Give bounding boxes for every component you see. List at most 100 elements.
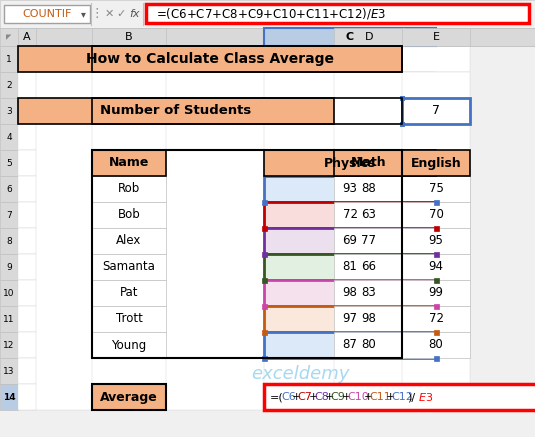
Text: 69: 69 — [342, 235, 357, 247]
Bar — [92, 176, 166, 202]
Text: Math: Math — [351, 156, 387, 170]
Bar — [0, 124, 18, 150]
Bar — [264, 254, 436, 280]
Bar — [92, 280, 166, 306]
Bar — [264, 228, 436, 254]
Bar — [92, 332, 166, 358]
Text: C7: C7 — [297, 392, 312, 402]
Text: 72: 72 — [342, 208, 357, 222]
Bar — [334, 202, 404, 228]
Text: Young: Young — [111, 339, 147, 351]
Text: 94: 94 — [429, 260, 444, 274]
Text: 5: 5 — [6, 159, 12, 167]
Bar — [264, 280, 436, 306]
Bar — [334, 72, 404, 98]
Bar — [264, 280, 436, 306]
Bar — [92, 28, 166, 46]
Text: 1: 1 — [6, 55, 12, 63]
Text: 97: 97 — [342, 312, 357, 326]
Bar — [434, 356, 439, 361]
Bar — [92, 46, 166, 72]
Bar — [18, 28, 36, 46]
Bar — [0, 150, 18, 176]
Text: 66: 66 — [362, 260, 377, 274]
Bar — [334, 150, 404, 176]
Bar — [402, 72, 470, 98]
Bar — [264, 176, 436, 202]
Text: Bob: Bob — [118, 208, 140, 222]
Bar — [92, 98, 402, 124]
Bar — [434, 330, 439, 335]
Bar — [334, 384, 404, 410]
Bar — [264, 254, 436, 280]
Bar — [402, 306, 470, 332]
Bar — [92, 306, 166, 332]
Bar — [334, 254, 404, 280]
Bar — [334, 176, 404, 202]
Text: +: + — [363, 392, 373, 402]
Bar — [92, 150, 166, 176]
Text: B: B — [125, 32, 133, 42]
Text: 14: 14 — [3, 392, 16, 402]
Bar — [18, 384, 36, 410]
Text: exceldemy: exceldemy — [251, 364, 349, 383]
Bar — [262, 356, 267, 361]
Bar — [334, 28, 404, 46]
Bar — [0, 72, 18, 98]
Bar — [264, 332, 436, 358]
Bar — [402, 384, 470, 410]
Text: fx: fx — [130, 9, 140, 19]
Bar — [402, 98, 470, 124]
Text: C6: C6 — [281, 392, 296, 402]
Bar — [402, 150, 470, 176]
Text: C: C — [346, 32, 354, 42]
Bar — [334, 228, 404, 254]
Bar — [402, 332, 470, 358]
Text: 80: 80 — [429, 339, 444, 351]
Bar — [334, 98, 404, 124]
Text: 93: 93 — [342, 183, 357, 195]
Bar — [262, 200, 267, 205]
Bar — [334, 306, 404, 332]
Text: 6: 6 — [6, 184, 12, 194]
Bar — [402, 280, 470, 306]
Bar — [264, 46, 436, 72]
Text: 87: 87 — [342, 339, 357, 351]
Bar — [402, 202, 470, 228]
Bar — [92, 150, 166, 176]
Text: 4: 4 — [6, 132, 12, 142]
Bar — [18, 332, 36, 358]
Bar — [0, 228, 18, 254]
Bar — [18, 202, 36, 228]
Bar — [434, 226, 439, 231]
Bar — [18, 254, 36, 280]
Text: D: D — [365, 32, 373, 42]
Bar — [262, 278, 267, 283]
Bar — [262, 226, 267, 231]
Text: Average: Average — [100, 391, 158, 403]
Text: Pat: Pat — [120, 287, 138, 299]
Bar — [402, 228, 470, 254]
Text: E: E — [432, 32, 439, 42]
Bar — [334, 332, 404, 358]
Text: 98: 98 — [342, 287, 357, 299]
Bar — [402, 228, 470, 254]
Text: +: + — [341, 392, 351, 402]
Text: ✕: ✕ — [104, 9, 114, 19]
Bar — [92, 98, 166, 124]
Bar — [434, 278, 439, 283]
Text: ⋮: ⋮ — [91, 7, 103, 21]
Text: 98: 98 — [362, 312, 377, 326]
Bar — [402, 176, 470, 202]
Bar — [264, 306, 436, 332]
Bar — [146, 4, 529, 23]
Bar — [402, 150, 470, 176]
Bar — [92, 384, 166, 410]
Bar — [264, 150, 436, 176]
Bar — [18, 358, 36, 384]
Bar — [334, 280, 404, 306]
Bar — [92, 72, 166, 98]
Bar — [264, 332, 436, 358]
Bar — [402, 254, 470, 280]
Text: 80: 80 — [362, 339, 377, 351]
